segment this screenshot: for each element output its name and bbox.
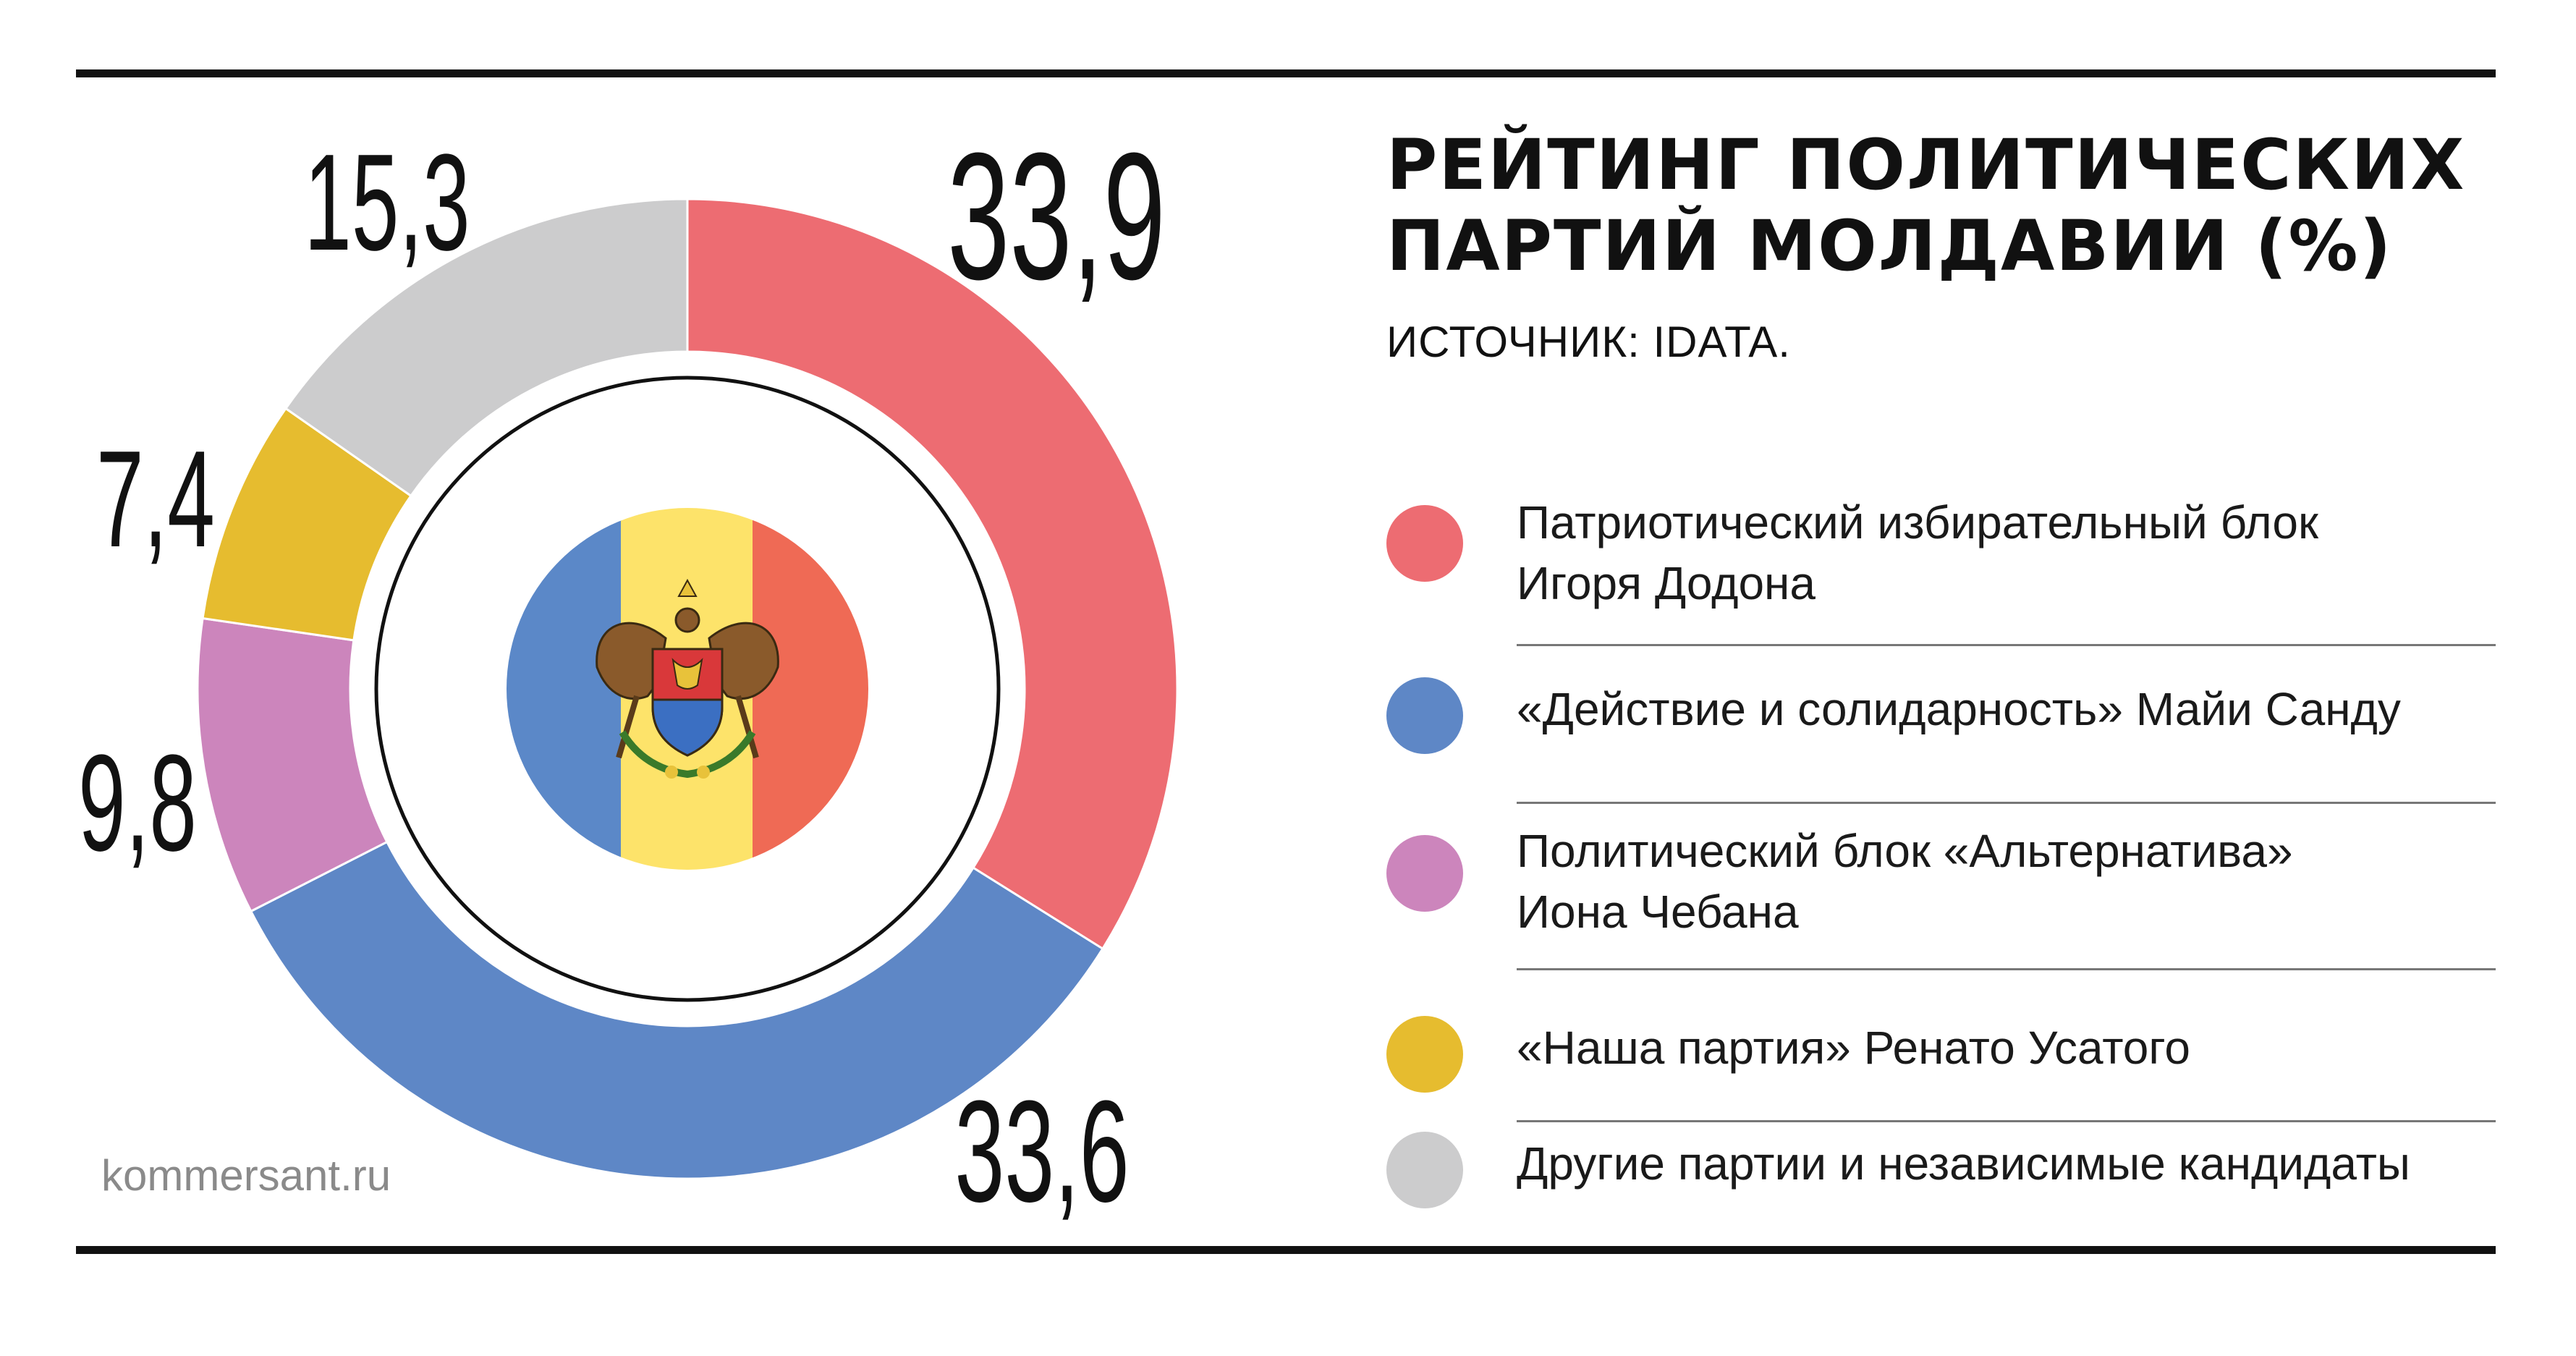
flag-stripe-blue <box>507 508 622 870</box>
coat-of-arms-icon <box>596 578 779 779</box>
inner-ring <box>374 376 1001 1002</box>
bottom-rule <box>76 1246 2496 1254</box>
legend-label: Патриотический избирательный блок Игоря … <box>1517 496 2318 609</box>
title-line-2: ПАРТИЙ МОЛДАВИИ (%) <box>1386 205 2393 287</box>
source-text: ИСТОЧНИК: IDATA. <box>1386 318 1791 366</box>
moldova-flag <box>507 508 868 870</box>
legend-label: «Наша партия» Ренато Усатого <box>1517 1022 2190 1074</box>
donut-segment <box>249 840 1104 1180</box>
legend-separator <box>1517 1120 2496 1122</box>
donut-segments <box>196 198 1179 1180</box>
value-label: 7,4 <box>96 423 215 576</box>
legend-separator <box>1517 802 2496 804</box>
chart-title: РЕЙТИНГ ПОЛИТИЧЕСКИХ ПАРТИЙ МОЛДАВИИ (%) <box>1386 124 2465 287</box>
donut-segment <box>284 198 689 498</box>
donut-segment <box>686 198 1179 951</box>
value-label: 33,6 <box>954 1071 1129 1233</box>
legend-separator <box>1517 644 2496 646</box>
legend-label: Политический блок «Альтернатива» Иона Че… <box>1517 825 2293 938</box>
legend-dot-icon <box>1386 835 1463 912</box>
flag-stripe-red <box>753 508 868 870</box>
legend-dot-icon <box>1386 505 1463 582</box>
legend-label: «Действие и солидарность» Майи Санду <box>1517 683 2401 735</box>
title-line-1: РЕЙТИНГ ПОЛИТИЧЕСКИХ <box>1386 124 2466 205</box>
top-rule <box>76 69 2496 77</box>
value-label: 33,9 <box>947 116 1166 318</box>
legend-dot-icon <box>1386 1016 1463 1093</box>
donut-chart: 33,9 33,6 9,8 7,4 15,3 <box>78 116 1179 1232</box>
legend-separator <box>1517 968 2496 970</box>
value-label: 15,3 <box>304 126 470 279</box>
value-label: 9,8 <box>78 726 197 880</box>
value-labels: 33,9 33,6 9,8 7,4 15,3 <box>78 116 1166 1232</box>
watermark: kommersant.ru <box>101 1151 391 1200</box>
legend-dot-icon <box>1386 1132 1463 1208</box>
legend-label: Другие партии и независимые кандидаты <box>1517 1137 2410 1190</box>
legend-dot-icon <box>1386 677 1463 754</box>
